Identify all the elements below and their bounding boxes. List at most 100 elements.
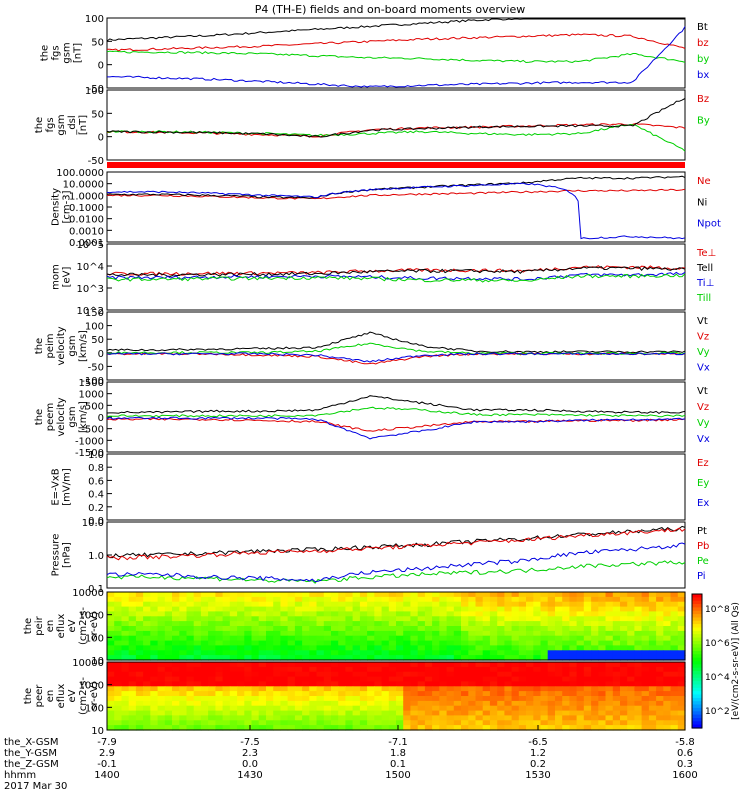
heatmap-cell bbox=[569, 681, 578, 687]
heatmap-cell bbox=[287, 596, 296, 603]
heatmap-cell bbox=[229, 691, 238, 697]
heatmap-cell bbox=[193, 601, 202, 608]
heatmap-cell bbox=[251, 645, 260, 651]
heatmap-cell bbox=[569, 700, 578, 707]
heatmap-cell bbox=[323, 666, 332, 673]
heatmap-cell bbox=[641, 662, 650, 668]
heatmap-cell bbox=[121, 611, 130, 617]
heatmap-cell bbox=[497, 715, 505, 721]
heatmap-cell bbox=[533, 616, 542, 622]
heatmap-cell bbox=[576, 691, 585, 697]
series-line-Npot bbox=[106, 182, 686, 240]
heatmap-cell bbox=[627, 640, 635, 647]
heatmap-cell bbox=[598, 601, 607, 608]
heatmap-cell bbox=[432, 686, 440, 692]
heatmap-cell bbox=[359, 630, 368, 637]
heatmap-cell bbox=[461, 645, 469, 651]
heatmap-cell bbox=[331, 650, 339, 656]
heatmap-cell bbox=[656, 681, 664, 687]
heatmap-cell bbox=[135, 626, 144, 632]
heatmap-cell bbox=[338, 691, 346, 697]
heatmap-cell bbox=[338, 696, 346, 702]
heatmap-cell bbox=[143, 671, 151, 678]
heatmap-cell bbox=[562, 616, 570, 622]
heatmap-cell bbox=[634, 696, 643, 702]
heatmap-cell bbox=[359, 696, 368, 702]
heatmap-cell bbox=[656, 592, 664, 598]
heatmap-cell bbox=[258, 616, 267, 622]
y-tick-label: 1000 bbox=[79, 681, 104, 692]
heatmap-cell bbox=[432, 691, 440, 697]
heatmap-cell bbox=[489, 662, 498, 668]
heatmap-cell bbox=[331, 616, 339, 622]
heatmap-cell bbox=[663, 681, 672, 687]
heatmap-cell bbox=[598, 592, 607, 598]
heatmap-cell bbox=[627, 720, 635, 726]
heatmap-cell bbox=[359, 700, 368, 707]
heatmap-cell bbox=[424, 606, 433, 613]
heatmap-cell bbox=[627, 700, 635, 707]
heatmap-cell bbox=[518, 645, 527, 651]
heatmap-cell bbox=[497, 676, 505, 683]
heatmap-cell bbox=[309, 725, 318, 731]
heatmap-cell bbox=[359, 671, 368, 678]
heatmap-cell bbox=[150, 720, 159, 726]
heatmap-cell bbox=[569, 596, 578, 603]
heatmap-cell bbox=[323, 645, 332, 651]
heatmap-cell bbox=[316, 626, 325, 632]
heatmap-cell bbox=[446, 640, 455, 647]
heatmap-cell bbox=[620, 700, 628, 707]
heatmap-cell bbox=[670, 601, 679, 608]
heatmap-cell bbox=[446, 676, 455, 683]
heatmap-cell bbox=[114, 710, 122, 717]
heatmap-cell bbox=[367, 650, 375, 656]
colorbar-cell bbox=[692, 647, 702, 652]
heatmap-cell bbox=[258, 611, 267, 617]
heatmap-cell bbox=[309, 640, 318, 647]
heatmap-cell bbox=[439, 696, 448, 702]
heatmap-cell bbox=[453, 691, 462, 697]
heatmap-cell bbox=[114, 640, 122, 647]
heatmap-cell bbox=[128, 635, 137, 642]
heatmap-cell bbox=[135, 650, 144, 656]
y-tick-label: 1.0 bbox=[88, 450, 104, 461]
heatmap-cell bbox=[186, 691, 195, 697]
heatmap-cell bbox=[446, 611, 455, 617]
heatmap-cell bbox=[403, 611, 411, 617]
heatmap-cell bbox=[576, 640, 585, 647]
heatmap-cell bbox=[677, 705, 686, 712]
heatmap-cell bbox=[244, 715, 253, 721]
heatmap-cell bbox=[453, 626, 462, 632]
heatmap-cell bbox=[128, 640, 137, 647]
heatmap-cell bbox=[331, 681, 339, 687]
heatmap-cell bbox=[367, 611, 375, 617]
heatmap-cell bbox=[143, 696, 151, 702]
heatmap-cell bbox=[497, 630, 505, 637]
heatmap-cell bbox=[648, 681, 657, 687]
y-tick-label: 0 bbox=[98, 413, 104, 424]
heatmap-cell bbox=[417, 655, 426, 661]
heatmap-cell bbox=[229, 715, 238, 721]
heatmap-cell bbox=[121, 681, 130, 687]
heatmap-cell bbox=[432, 720, 440, 726]
y-axis-label: en bbox=[45, 690, 56, 703]
heatmap-cell bbox=[244, 686, 253, 692]
heatmap-cell bbox=[482, 601, 491, 608]
heatmap-cell bbox=[468, 601, 477, 608]
heatmap-cell bbox=[229, 592, 238, 598]
heatmap-cell bbox=[461, 691, 469, 697]
heatmap-cell bbox=[475, 601, 484, 608]
heatmap-cell bbox=[244, 616, 253, 622]
heatmap-cell bbox=[475, 676, 484, 683]
heatmap-cell bbox=[620, 715, 628, 721]
heatmap-cell bbox=[432, 645, 440, 651]
heatmap-cell bbox=[598, 715, 607, 721]
heatmap-cell bbox=[656, 662, 664, 668]
colorbar-cell bbox=[692, 671, 702, 675]
heatmap-cell bbox=[526, 710, 534, 717]
heatmap-cell bbox=[215, 592, 224, 598]
heatmap-cell bbox=[294, 676, 303, 683]
heatmap-cell bbox=[143, 681, 151, 687]
heatmap-cell bbox=[612, 700, 621, 707]
legend-Pb: Pb bbox=[697, 541, 709, 552]
